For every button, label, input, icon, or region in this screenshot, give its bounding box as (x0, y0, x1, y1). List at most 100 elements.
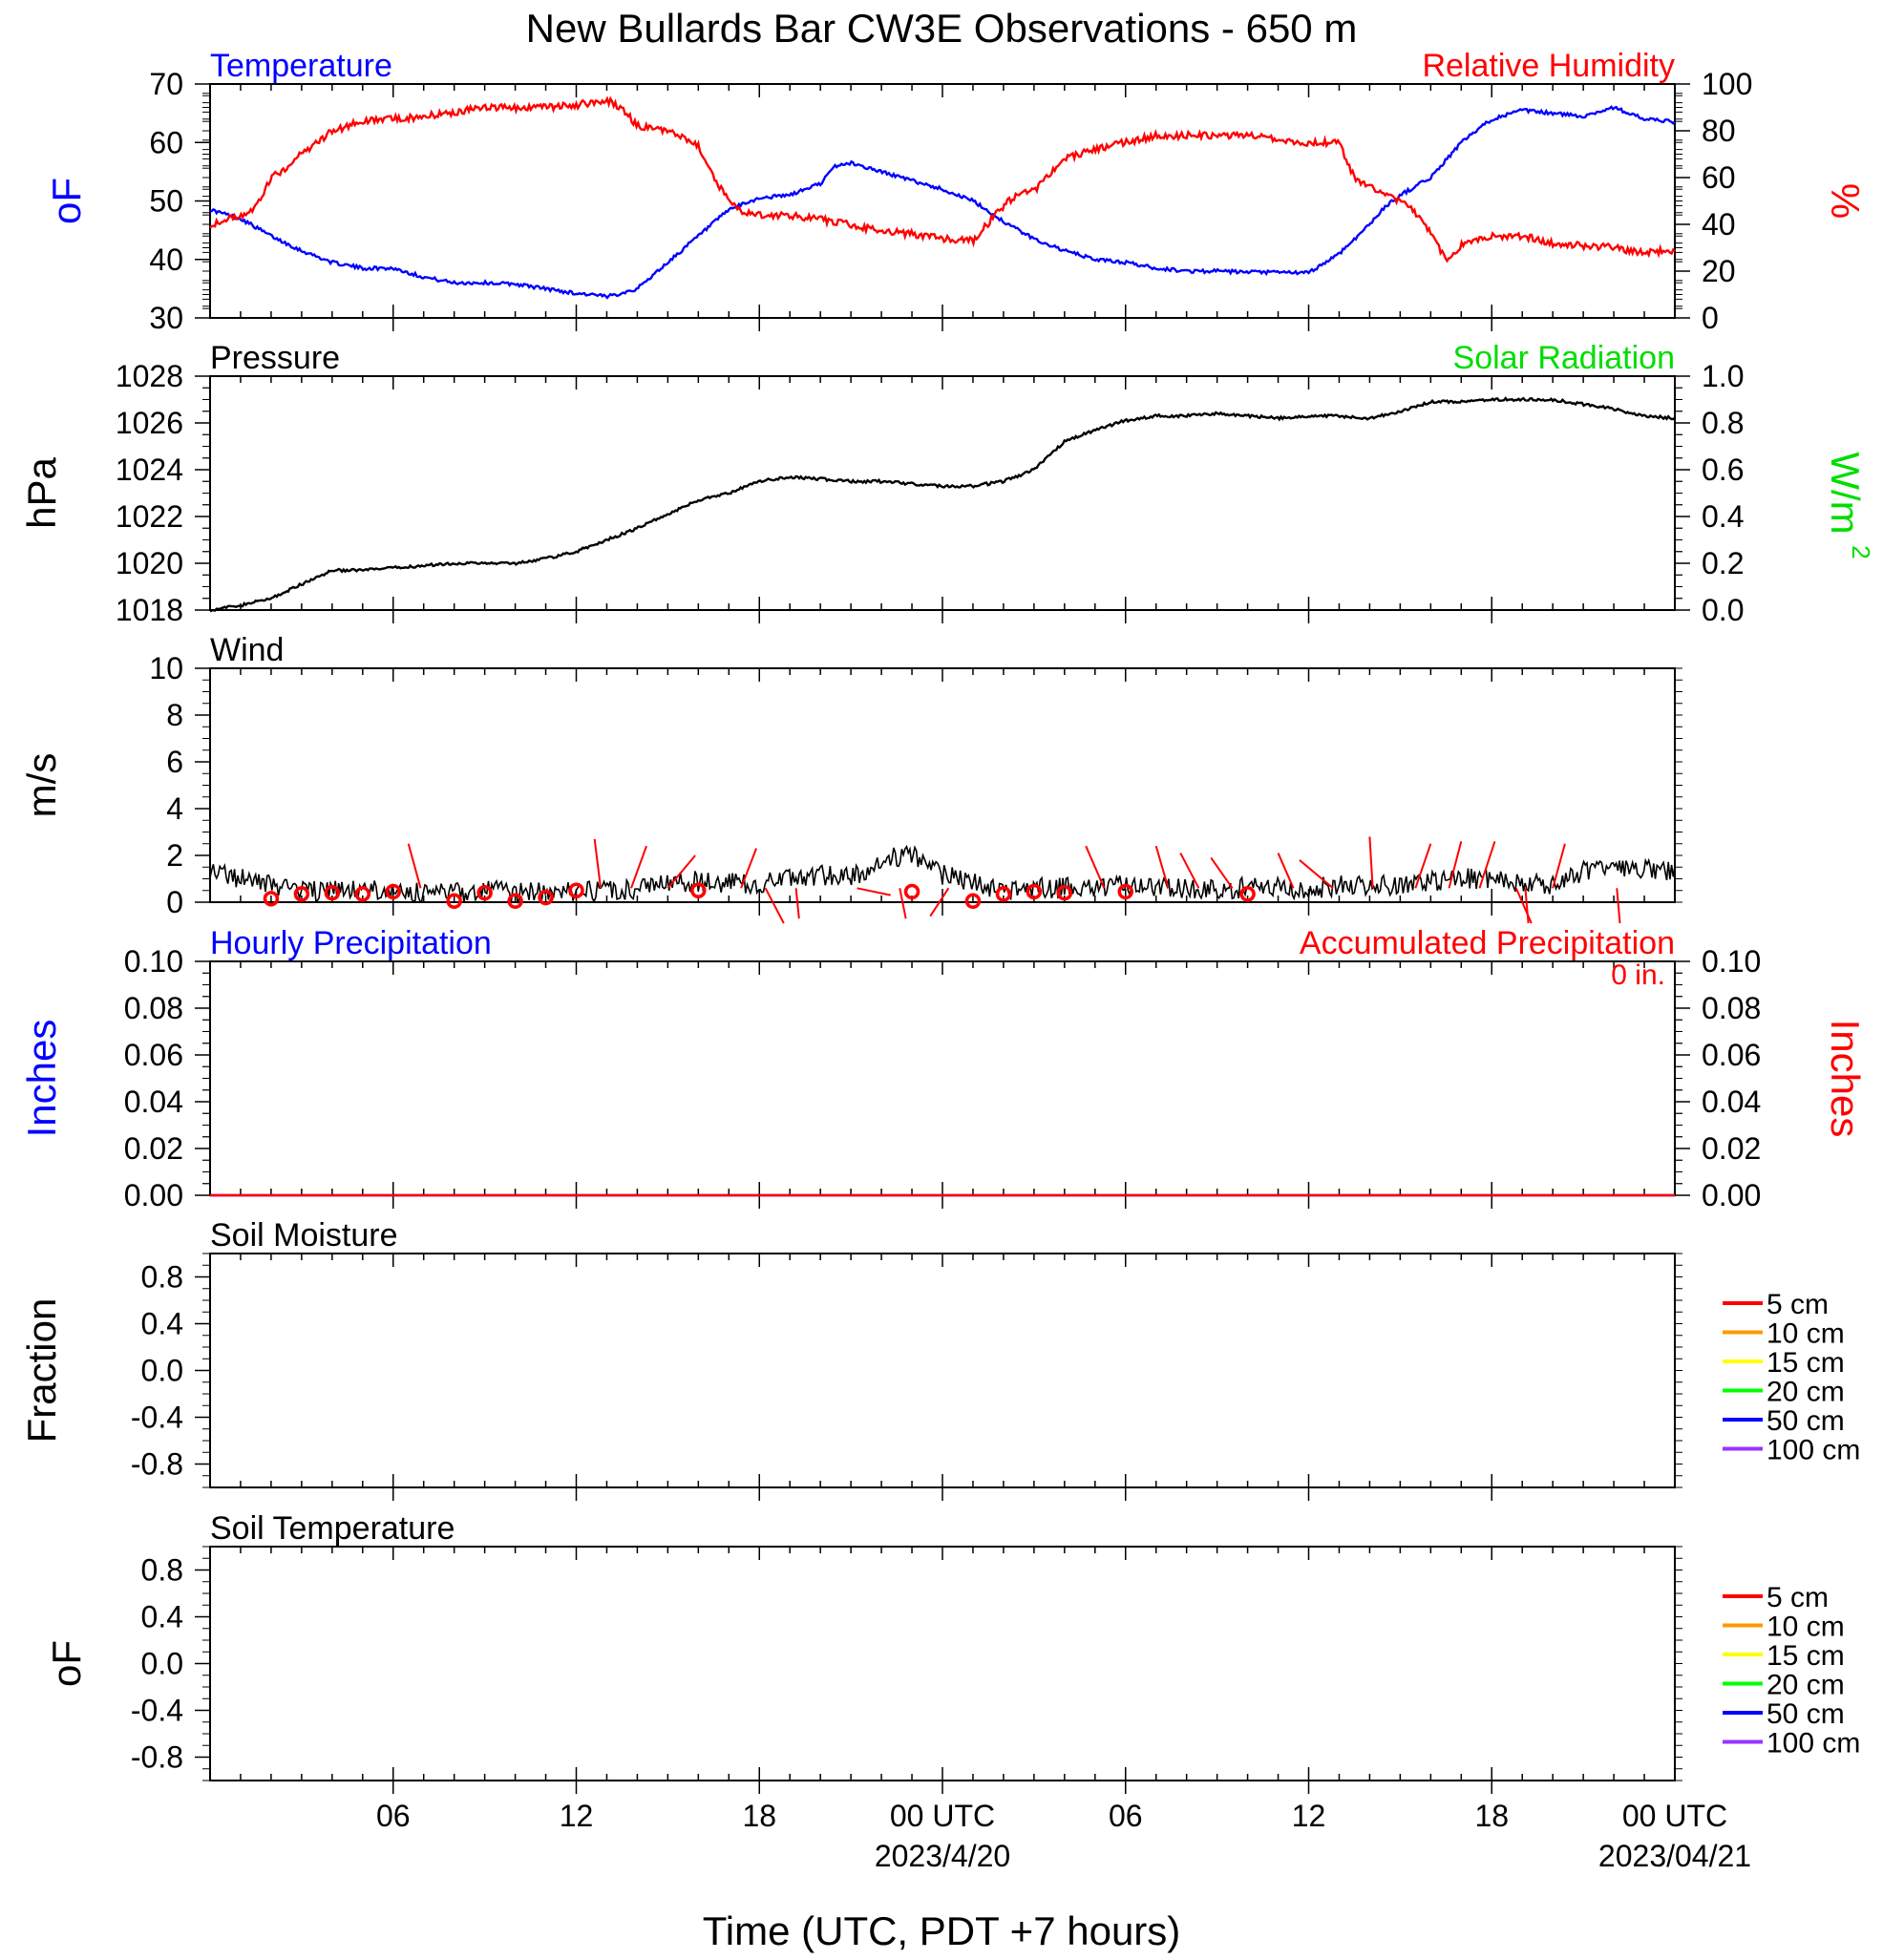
x-axis-label: Time (UTC, PDT +7 hours) (703, 1908, 1181, 1953)
x-axis: 06 12 18 00 UTC 06 12 18 00 UTC 2023/4/20 2023/04… (376, 1799, 1751, 1873)
x-tick-label: 18 (1474, 1799, 1509, 1833)
wind-direction-stick (407, 843, 422, 889)
panel-label-left: Wind (210, 632, 284, 668)
left-y-tick-label: 0 (166, 885, 183, 919)
left-y-tick-label: 0.02 (124, 1131, 183, 1166)
legend-label: 10 cm (1767, 1612, 1845, 1643)
calm-wind-marker (263, 891, 280, 907)
calm-wind-marker (690, 882, 707, 898)
right-y-tick-label: 100 (1702, 67, 1752, 101)
left-y-tick-label: 6 (166, 745, 183, 779)
right-y-tick-label: 0.04 (1702, 1085, 1761, 1119)
left-y-units: oF (44, 1640, 89, 1687)
wind-direction-stick (929, 887, 950, 917)
panel-frame (209, 1253, 1676, 1488)
left-y-units: oF (44, 178, 89, 224)
calm-wind-marker (1117, 883, 1133, 900)
wind-direction-stick (740, 848, 757, 889)
calm-wind-marker (476, 884, 493, 901)
right-y-tick-label: 0.0 (1702, 593, 1744, 627)
legend-label: 20 cm (1767, 1670, 1845, 1701)
right-y-tick-label: 60 (1702, 160, 1736, 195)
left-y-tick-label: 1020 (116, 546, 183, 580)
series-line-relative-humidity (209, 95, 1676, 263)
left-y-units: m/s (19, 753, 64, 818)
right-y-units-superscript: 2 (1847, 545, 1875, 558)
right-y-units: Inches (1823, 1020, 1868, 1138)
left-y-tick-label: 0.08 (124, 991, 183, 1025)
wind-direction-stick (1514, 887, 1533, 924)
calm-wind-marker (446, 893, 462, 910)
panel-temperature-humidity: 30 40 50 60 70 0 20 40 60 80 100 Temperature Relativ… (44, 48, 1868, 335)
left-y-tick-label: 50 (149, 184, 183, 219)
left-y-tick-label: -0.4 (131, 1401, 183, 1435)
panel-frame (209, 960, 1676, 1196)
left-y-tick-label: 0.00 (124, 1178, 183, 1212)
wind-direction-stick (1478, 840, 1496, 889)
wind-direction-stick (794, 888, 800, 919)
right-y-tick-label: 0 (1702, 301, 1719, 335)
wind-direction-stick (1552, 843, 1566, 889)
left-y-tick-label: 0.8 (141, 1260, 183, 1295)
legend-label: 50 cm (1767, 1698, 1845, 1730)
left-y-tick-label: 0.06 (124, 1038, 183, 1072)
wind-direction-stick (1085, 845, 1106, 889)
legend-label: 10 cm (1767, 1318, 1845, 1350)
wind-direction-stick (1448, 841, 1463, 889)
left-y-tick-label: 70 (149, 67, 183, 101)
panel-precipitation: 0.00 0.02 0.04 0.06 0.08 0.10 0.00 0.02 0.04 0.06… (19, 925, 1868, 1212)
calm-wind-marker (354, 886, 371, 902)
right-y-tick-label: 0.02 (1702, 1131, 1761, 1166)
wind-direction-stick (1368, 836, 1374, 889)
calm-wind-marker (324, 884, 341, 901)
calm-wind-marker (507, 893, 523, 910)
calm-wind-marker (538, 889, 554, 906)
wind-direction-stick (764, 887, 785, 924)
right-y-units: % (1823, 183, 1868, 219)
right-y-units: W/m (1823, 452, 1868, 534)
left-y-units: hPa (19, 456, 64, 528)
left-y-tick-label: 0.04 (124, 1085, 183, 1119)
left-y-tick-label: 2 (166, 838, 183, 873)
legend-label: 5 cm (1767, 1582, 1829, 1613)
left-y-tick-label: 1024 (116, 453, 183, 487)
left-y-tick-label: 0.4 (141, 1307, 183, 1341)
right-y-tick-label: 0.10 (1702, 944, 1761, 979)
series-line-wind-speed (209, 844, 1676, 904)
calm-wind-marker (385, 883, 401, 900)
wind-direction-stick (666, 854, 696, 889)
panel-label-left: Temperature (210, 48, 392, 84)
panel-frame (209, 375, 1676, 611)
legend-label: 15 cm (1767, 1640, 1845, 1672)
panel-pressure-solar: 1018 1020 1022 1024 1026 1028 0.0 0.2 0.4 0.6 0.8 1… (19, 340, 1875, 627)
panel-label-right: Relative Humidity (1422, 48, 1675, 84)
wind-direction-stick (1179, 853, 1200, 889)
left-y-tick-label: -0.4 (131, 1694, 183, 1728)
chart-title: New Bullards Bar CW3E Observations - 650… (526, 6, 1358, 51)
legend-label: 100 cm (1767, 1728, 1860, 1760)
x-date-label: 2023/4/20 (875, 1839, 1010, 1873)
calm-wind-marker (1056, 884, 1073, 901)
panel-frame (209, 83, 1676, 319)
legend-label: 15 cm (1767, 1347, 1845, 1379)
left-y-tick-label: 40 (149, 242, 183, 277)
panel-label-left: Soil Moisture (210, 1217, 398, 1254)
left-y-tick-label: 0.8 (141, 1553, 183, 1588)
calm-wind-marker (964, 893, 982, 910)
panel-label-right: Solar Radiation (1453, 340, 1675, 376)
x-date-label: 2023/04/21 (1598, 1839, 1751, 1873)
calm-wind-marker (995, 886, 1012, 902)
calm-wind-marker (568, 882, 584, 898)
wind-direction-stick (1524, 888, 1530, 924)
x-tick-label: 18 (742, 1799, 776, 1833)
wind-direction-stick (1299, 859, 1334, 890)
left-y-tick-label: 30 (149, 301, 183, 335)
right-y-tick-label: 1.0 (1702, 359, 1744, 393)
wind-direction-stick (1277, 853, 1295, 889)
left-y-tick-label: 60 (149, 125, 183, 159)
x-tick-label: 00 UTC (890, 1799, 995, 1833)
left-y-tick-label: 4 (166, 791, 183, 826)
